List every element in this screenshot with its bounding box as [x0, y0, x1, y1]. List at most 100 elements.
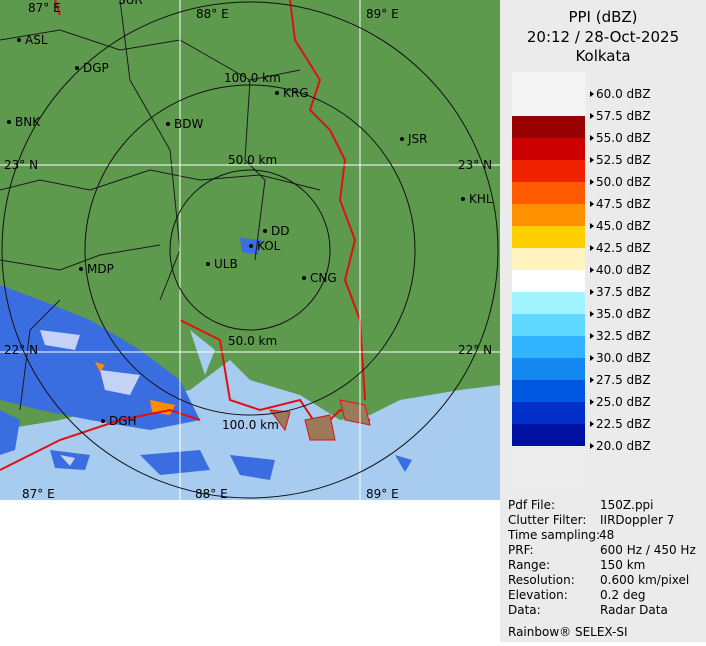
legend-swatch: [512, 160, 585, 182]
city-label: DGH: [109, 414, 137, 428]
legend-label: 37.5 dBZ: [596, 285, 651, 299]
city-dot: [275, 91, 279, 95]
range-label: 100.0 km: [224, 71, 281, 85]
legend-tick: [590, 355, 594, 361]
city-label: BDW: [174, 117, 203, 131]
legend-cap: [512, 72, 585, 94]
city-label: KHL: [469, 192, 493, 206]
sea: [0, 360, 500, 500]
legend-label: 52.5 dBZ: [596, 153, 651, 167]
legend-swatch: [512, 314, 585, 336]
legend-swatch: [512, 226, 585, 248]
city-label: DGP: [83, 61, 109, 75]
city-dot: [166, 122, 170, 126]
legend-label: 50.0 dBZ: [596, 175, 651, 189]
legend-tick: [590, 289, 594, 295]
city-dot: [7, 120, 11, 124]
legend-tick: [590, 179, 594, 185]
info-label: Range:: [508, 558, 550, 572]
legend-label: 42.5 dBZ: [596, 241, 651, 255]
info-value: 600 Hz / 450 Hz: [600, 543, 696, 557]
grid-label: 87° E: [22, 487, 55, 501]
grid-label: 89° E: [366, 7, 399, 21]
legend-swatch: [512, 380, 585, 402]
info-label: Pdf File:: [508, 498, 555, 512]
grid-label: 22° N: [458, 343, 492, 357]
range-rings: [1, 1, 499, 499]
graticule: [0, 0, 500, 500]
legend-swatch: [512, 358, 585, 380]
grid-label: 23° N: [4, 158, 38, 172]
city-dot: [400, 137, 404, 141]
city-dot: [263, 229, 267, 233]
legend-swatch: [512, 116, 585, 138]
city-label: KRG: [283, 86, 309, 100]
echo-core: [40, 330, 140, 466]
city-dot: [17, 38, 21, 42]
legend-tick: [590, 311, 594, 317]
info-label: Time sampling:: [507, 528, 600, 542]
legend-tick: [590, 201, 594, 207]
grid-label: 88° E: [196, 7, 229, 21]
legend-label: 60.0 dBZ: [596, 87, 651, 101]
city-dot: [79, 267, 83, 271]
grid-label: 22° N: [4, 343, 38, 357]
legend-label: 27.5 dBZ: [596, 373, 651, 387]
city-dot: [101, 419, 105, 423]
city-dot: [249, 244, 253, 248]
legend-swatch: [512, 138, 585, 160]
legend-tick: [590, 443, 594, 449]
map: [0, 0, 500, 500]
legend-swatch: [512, 424, 585, 446]
time: 20:12 / 28-Oct-2025: [527, 28, 679, 46]
legend-tick: [590, 267, 594, 273]
legend-tick: [590, 377, 594, 383]
legend-tick: [590, 157, 594, 163]
city-label: ASL: [25, 33, 48, 47]
legend-swatch: [512, 336, 585, 358]
city-dot: [206, 262, 210, 266]
grid-label: SUR: [118, 0, 143, 7]
city-label: MDP: [87, 262, 114, 276]
legend-swatch: [512, 270, 585, 292]
city-dot: [461, 197, 465, 201]
city-label: ULB: [214, 257, 238, 271]
legend-label: 57.5 dBZ: [596, 109, 651, 123]
info-label: Clutter Filter:: [508, 513, 586, 527]
station: Kolkata: [575, 47, 630, 65]
legend-label: 55.0 dBZ: [596, 131, 651, 145]
legend-swatch: [512, 94, 585, 116]
city-label: BNK: [15, 115, 41, 129]
sundarbans: [268, 399, 371, 441]
legend-swatch: [512, 248, 585, 270]
title: PPI (dBZ): [568, 8, 637, 26]
info-value: Radar Data: [600, 603, 668, 617]
legend-tick: [590, 223, 594, 229]
city-label: CNG: [310, 271, 337, 285]
legend-label: 22.5 dBZ: [596, 417, 651, 431]
legend-label: 35.0 dBZ: [596, 307, 651, 321]
legend-label: 47.5 dBZ: [596, 197, 651, 211]
legend-label: 40.0 dBZ: [596, 263, 651, 277]
legend-label: 25.0 dBZ: [596, 395, 651, 409]
legend-swatch: [512, 292, 585, 314]
city-label: KOL: [257, 239, 281, 253]
city-label: JSR: [407, 132, 428, 146]
footer: Rainbow® SELEX-SI: [508, 625, 628, 639]
grid-label: 87° E: [28, 1, 61, 15]
info-value: IIRDoppler 7: [600, 513, 674, 527]
legend-tick: [590, 399, 594, 405]
legend-tick: [590, 91, 594, 97]
legend-swatch: [512, 204, 585, 226]
legend-label: 32.5 dBZ: [596, 329, 651, 343]
grid-label: 23° N: [458, 158, 492, 172]
legend-tick: [590, 135, 594, 141]
grid-label: 89° E: [366, 487, 399, 501]
legend-tick: [590, 421, 594, 427]
city-label: DD: [271, 224, 289, 238]
legend-swatch: [512, 446, 585, 490]
info-value: 48: [599, 528, 614, 542]
info-value: 0.2 deg: [600, 588, 646, 602]
info-label: Resolution:: [508, 573, 575, 587]
